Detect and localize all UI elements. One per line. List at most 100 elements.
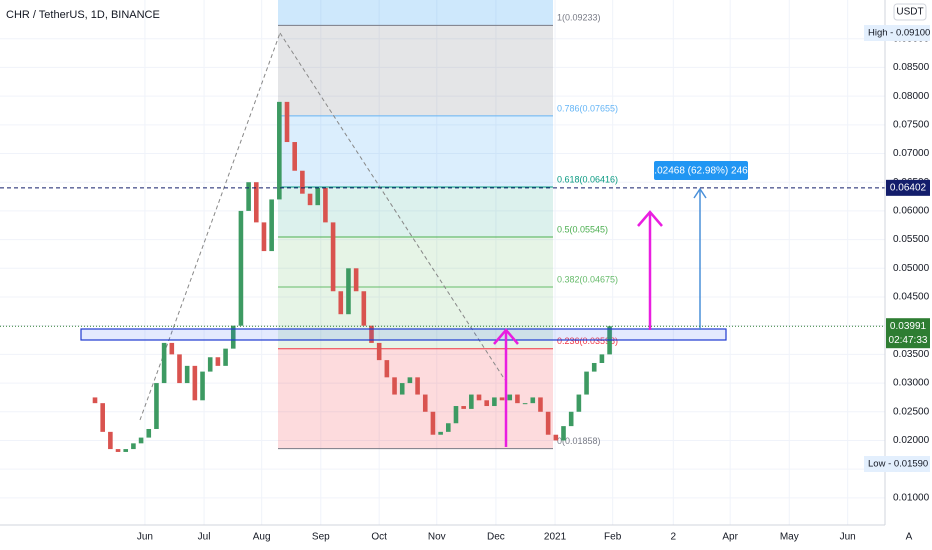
y-tick-label: 0.07500 — [893, 119, 930, 130]
candle-body — [384, 360, 390, 378]
price-label: 0.06402 — [890, 182, 927, 193]
countdown: 02:47:33 — [889, 335, 928, 346]
x-tick-label: Nov — [428, 532, 446, 543]
candle-body — [138, 437, 144, 444]
candle-body — [277, 101, 282, 200]
candle-body — [238, 210, 244, 326]
support-zone — [80, 328, 727, 341]
arrow — [493, 328, 519, 447]
candle-body — [430, 411, 436, 435]
candle-body — [461, 406, 466, 409]
x-tick-label: Oct — [371, 532, 387, 543]
price-label-box — [886, 179, 930, 196]
candle-body — [192, 365, 198, 401]
candle-body — [369, 325, 374, 343]
candle-body — [115, 449, 121, 452]
candle-body — [215, 357, 221, 366]
candle-body — [469, 394, 474, 409]
candle-body — [553, 434, 559, 441]
arrow — [637, 210, 663, 330]
candle-body — [453, 406, 459, 424]
candle-body — [161, 342, 167, 384]
measure-label: 0.02468 (62.98%) 2468 — [649, 166, 754, 177]
candle-body — [330, 222, 336, 292]
candle-body — [253, 182, 259, 223]
x-tick-label: Jun — [137, 532, 153, 543]
y-tick-label: 0.01000 — [893, 492, 930, 503]
grid — [0, 0, 885, 525]
candle-body — [177, 354, 182, 384]
candle-body — [92, 397, 98, 404]
x-tick-label: Sep — [312, 532, 330, 543]
y-tick-label: 0.07000 — [893, 148, 930, 159]
candle-body — [492, 397, 497, 407]
candle-body — [108, 431, 113, 450]
candle-body — [415, 377, 420, 395]
candle-body — [445, 423, 451, 432]
y-tick-label: 0.03000 — [893, 378, 930, 389]
high-label-box — [864, 24, 930, 41]
x-tick-label: Apr — [722, 532, 738, 543]
scale-button[interactable]: A — [906, 532, 913, 543]
candle-body — [200, 371, 205, 401]
candle-body — [376, 342, 382, 361]
candle-body — [476, 394, 482, 401]
candle-body — [438, 431, 443, 435]
candle-body — [146, 428, 152, 438]
candle-body — [338, 291, 344, 315]
fib-label: 1(0.09233) — [557, 13, 601, 23]
currency-button[interactable] — [893, 3, 927, 21]
y-tick-label: 0.02000 — [893, 435, 930, 446]
candle-body — [568, 411, 574, 427]
y-tick-label: 0.08000 — [893, 91, 930, 102]
measure-arrow — [654, 161, 748, 330]
candle-body — [538, 397, 543, 412]
candle-body — [123, 449, 129, 452]
x-tick-label: Feb — [604, 532, 622, 543]
candle-body — [392, 377, 397, 395]
candle-body — [561, 426, 566, 441]
candle-body — [207, 357, 213, 372]
y-tick-label: 0.08500 — [893, 62, 930, 73]
candle-body — [284, 101, 290, 143]
candle-body — [223, 348, 228, 366]
candle-body — [545, 411, 551, 435]
x-tick-label: Aug — [253, 532, 271, 543]
candle-body — [246, 182, 251, 211]
chart-title: CHR / TetherUS, 1D, BINANCE — [6, 9, 160, 21]
candle-body — [261, 222, 267, 252]
x-tick-label: Dec — [487, 532, 505, 543]
candle-body — [422, 394, 428, 412]
fib-label: 0.786(0.07655) — [557, 103, 618, 113]
low-label: Low - 0.01590 — [868, 459, 928, 470]
fib-label: 0.5(0.05545) — [557, 224, 608, 234]
candle-body — [169, 342, 175, 355]
candle-body — [100, 403, 105, 432]
candle-body — [346, 268, 351, 315]
x-tick-label: May — [780, 532, 799, 543]
trend-line — [139, 32, 281, 421]
y-tick-label: 0.03500 — [893, 349, 930, 360]
fib-label: 0.618(0.06416) — [557, 174, 618, 184]
y-tick-label: 0.04500 — [893, 292, 930, 303]
fib-band — [278, 25, 553, 116]
candle-body — [584, 371, 589, 395]
trend-line — [279, 32, 506, 381]
fib-label: 0.236(0.03598) — [557, 336, 618, 346]
candle-body — [499, 397, 505, 401]
y-tick-label: 0.05000 — [893, 263, 930, 274]
candle-body — [269, 199, 274, 252]
price-label: 0.03991 — [890, 321, 927, 332]
currency-button-label[interactable]: USDT — [896, 7, 923, 18]
candle-body — [230, 325, 236, 349]
high-label: High - 0.09100 — [868, 28, 930, 39]
fib-extension — [278, 0, 553, 25]
candle-body — [530, 397, 536, 404]
candle-body — [484, 400, 490, 407]
candle-body — [361, 291, 367, 326]
candle-body — [292, 142, 297, 171]
candle-body — [507, 394, 513, 401]
candle-body — [407, 377, 413, 384]
candle-body — [154, 383, 159, 429]
